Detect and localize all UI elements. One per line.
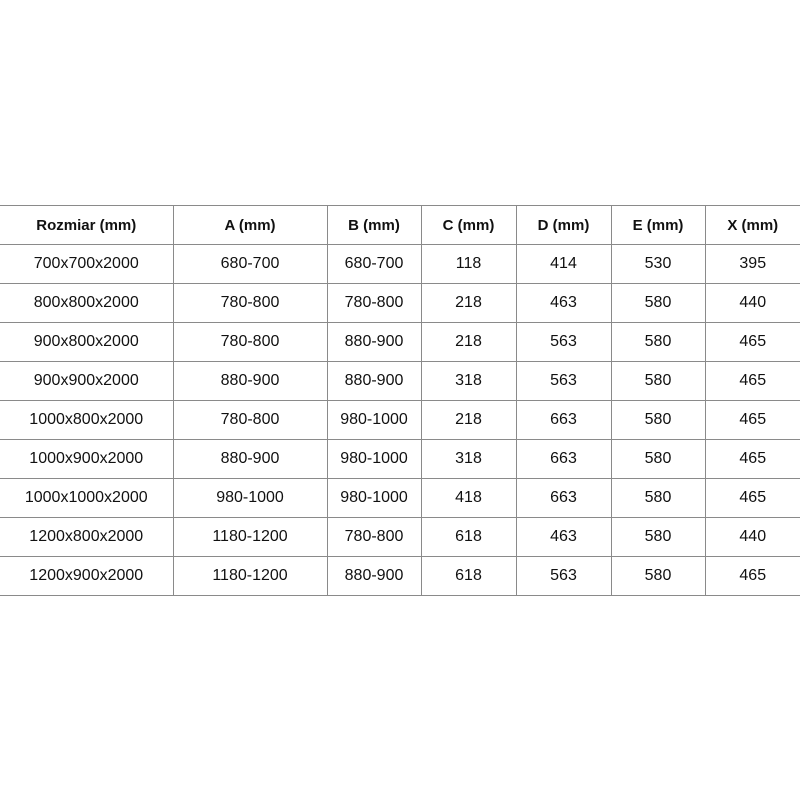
table-cell: 663 (515, 478, 612, 518)
table-cell: 563 (515, 556, 612, 596)
table-cell: 980-1000 (326, 400, 422, 440)
header-cell: B (mm) (326, 205, 422, 245)
table-cell: 1180-1200 (172, 556, 328, 596)
table-cell: 580 (610, 283, 706, 323)
table-row: 1200x800x2000 1180-1200 780-800 618 463 580 44… (0, 517, 800, 557)
table-body: 700x700x2000 680-700 680-700 118 414 530 395 80… (0, 244, 800, 596)
table-row: 1000x1000x2000 980-1000 980-1000 418 663 580 4… (0, 478, 800, 518)
table-cell: 465 (704, 322, 800, 362)
table-cell: 1200x800x2000 (0, 517, 174, 557)
table-cell: 980-1000 (326, 478, 422, 518)
table-cell: 1000x1000x2000 (0, 478, 174, 518)
table-cell: 1200x900x2000 (0, 556, 174, 596)
table-cell: 580 (610, 361, 706, 401)
table-row: 1200x900x2000 1180-1200 880-900 618 563 580 46… (0, 556, 800, 596)
table-cell: 1180-1200 (172, 517, 328, 557)
table-cell: 1000x900x2000 (0, 439, 174, 479)
table-cell: 580 (610, 517, 706, 557)
table-row: 1000x900x2000 880-900 980-1000 318 663 580 465 (0, 439, 800, 479)
table-cell: 980-1000 (326, 439, 422, 479)
table-cell: 463 (515, 283, 612, 323)
table-cell: 580 (610, 478, 706, 518)
table-cell: 218 (420, 322, 517, 362)
table-cell: 563 (515, 322, 612, 362)
table-cell: 465 (704, 556, 800, 596)
table-cell: 700x700x2000 (0, 244, 174, 284)
table-cell: 900x900x2000 (0, 361, 174, 401)
table-cell: 318 (420, 361, 517, 401)
header-row: Rozmiar (mm) A (mm) B (mm) C (mm) D (mm) E (m… (0, 205, 800, 245)
table-cell: 580 (610, 556, 706, 596)
table-row: 700x700x2000 680-700 680-700 118 414 530 395 (0, 244, 800, 284)
table-cell: 580 (610, 400, 706, 440)
header-cell: Rozmiar (mm) (0, 205, 174, 245)
table-cell: 218 (420, 283, 517, 323)
header-cell: X (mm) (704, 205, 800, 245)
table-cell: 618 (420, 517, 517, 557)
table-cell: 680-700 (326, 244, 422, 284)
table-cell: 440 (704, 283, 800, 323)
table-row: 1000x800x2000 780-800 980-1000 218 663 580 465 (0, 400, 800, 440)
table-cell: 880-900 (326, 361, 422, 401)
table-cell: 880-900 (172, 439, 328, 479)
header-cell: A (mm) (172, 205, 328, 245)
table-cell: 680-700 (172, 244, 328, 284)
table-cell: 780-800 (326, 517, 422, 557)
table-cell: 463 (515, 517, 612, 557)
table-cell: 880-900 (172, 361, 328, 401)
table-cell: 465 (704, 478, 800, 518)
table-cell: 563 (515, 361, 612, 401)
table-cell: 780-800 (172, 322, 328, 362)
table-cell: 780-800 (326, 283, 422, 323)
table-row: 900x900x2000 880-900 880-900 318 563 580 465 (0, 361, 800, 401)
table-row: 900x800x2000 780-800 880-900 218 563 580 465 (0, 322, 800, 362)
table-row: 800x800x2000 780-800 780-800 218 463 580 440 (0, 283, 800, 323)
table-cell: 465 (704, 439, 800, 479)
table-cell: 580 (610, 322, 706, 362)
table-cell: 663 (515, 439, 612, 479)
table-cell: 663 (515, 400, 612, 440)
table-cell: 418 (420, 478, 517, 518)
table-cell: 530 (610, 244, 706, 284)
header-cell: E (mm) (610, 205, 706, 245)
table-cell: 414 (515, 244, 612, 284)
table-cell: 880-900 (326, 322, 422, 362)
table-cell: 218 (420, 400, 517, 440)
table-cell: 465 (704, 361, 800, 401)
table-cell: 440 (704, 517, 800, 557)
table-cell: 780-800 (172, 283, 328, 323)
table-cell: 395 (704, 244, 800, 284)
table-cell: 780-800 (172, 400, 328, 440)
table-cell: 900x800x2000 (0, 322, 174, 362)
header-cell: D (mm) (515, 205, 612, 245)
table-cell: 465 (704, 400, 800, 440)
table-cell: 618 (420, 556, 517, 596)
table-cell: 580 (610, 439, 706, 479)
table-cell: 880-900 (326, 556, 422, 596)
table-cell: 118 (420, 244, 517, 284)
table-cell: 800x800x2000 (0, 283, 174, 323)
header-cell: C (mm) (420, 205, 517, 245)
table-cell: 980-1000 (172, 478, 328, 518)
table-cell: 318 (420, 439, 517, 479)
table-cell: 1000x800x2000 (0, 400, 174, 440)
dimension-table: Rozmiar (mm) A (mm) B (mm) C (mm) D (mm) E (m… (0, 205, 800, 596)
